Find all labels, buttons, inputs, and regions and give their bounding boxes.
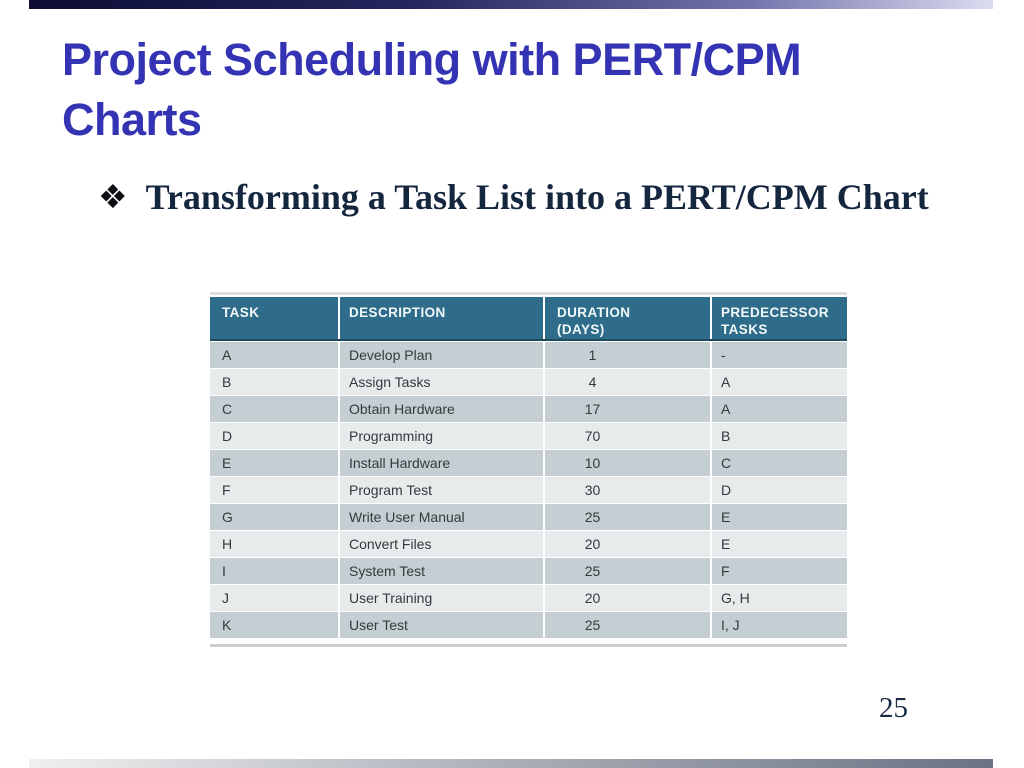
task-table: TASK DESCRIPTION DURATION (DAYS) PREDECE… [210,292,847,647]
cell-predecessors: I, J [712,612,847,638]
cell-description: Programming [340,423,543,449]
table-row: F Program Test 30 D [210,477,847,503]
table-body: A Develop Plan 1- B Assign Tasks 4 A C Obtain Ha… [210,342,847,638]
table-row: K User Test 25 I, J [210,612,847,638]
table-row: B Assign Tasks 4 A [210,369,847,395]
slide-title: Project Scheduling with PERT/CPM Charts [62,34,802,145]
cell-duration: 10 [545,450,710,476]
header-predecessor: PREDECESSOR TASKS [712,297,847,339]
cell-task: H [210,531,338,557]
table-row: G Write User Manual 25 E [210,504,847,530]
table-row: C Obtain Hardware 17 A [210,396,847,422]
table-row: H Convert Files 20 E [210,531,847,557]
cell-predecessors: E [712,504,847,530]
table-bottom-border [210,644,847,647]
cell-task: E [210,450,338,476]
cell-description: Develop Plan [340,342,543,368]
header-task: TASK [210,297,338,339]
cell-predecessors: A [712,369,847,395]
bottom-border-bar [29,759,993,768]
cell-task: D [210,423,338,449]
cell-predecessors: D [712,477,847,503]
cell-description: Obtain Hardware [340,396,543,422]
cell-duration: 1 [545,342,710,368]
table-row: I System Test 25 F [210,558,847,584]
cell-duration: 20 [545,531,710,557]
cell-duration: 17 [545,396,710,422]
diamond-bullet-icon: ❖ [98,177,128,216]
cell-description: Assign Tasks [340,369,543,395]
cell-task: G [210,504,338,530]
bullet-text: Transforming a Task List into a PERT/CPM… [145,177,929,217]
cell-duration: 20 [545,585,710,611]
top-border-bar [29,0,993,9]
cell-description: User Training [340,585,543,611]
cell-predecessors: F [712,558,847,584]
cell-duration: 70 [545,423,710,449]
table-row: E Install Hardware 10 C [210,450,847,476]
cell-description: Install Hardware [340,450,543,476]
cell-description: Write User Manual [340,504,543,530]
table-top-border [210,292,847,295]
cell-task: A [210,342,338,368]
table-row: J User Training 20 G, H [210,585,847,611]
cell-task: F [210,477,338,503]
bullet-item: ❖ Transforming a Task List into a PERT/C… [98,174,936,221]
slide-page-number: 25 [879,692,908,724]
cell-predecessors: A [712,396,847,422]
cell-task: K [210,612,338,638]
table-row: D Programming 70 B [210,423,847,449]
cell-predecessors: E [712,531,847,557]
cell-duration: 25 [545,558,710,584]
cell-description: Program Test [340,477,543,503]
cell-task: J [210,585,338,611]
cell-description: Convert Files [340,531,543,557]
cell-predecessors: G, H [712,585,847,611]
cell-task: I [210,558,338,584]
cell-task: B [210,369,338,395]
cell-description: System Test [340,558,543,584]
cell-task: C [210,396,338,422]
table-header-row: TASK DESCRIPTION DURATION (DAYS) PREDECE… [210,297,847,341]
cell-predecessors: C [712,450,847,476]
cell-duration: 4 [545,369,710,395]
cell-duration: 25 [545,504,710,530]
cell-predecessors: - [712,342,847,368]
table-row: A Develop Plan 1- [210,342,847,368]
cell-duration: 25 [545,612,710,638]
header-duration: DURATION (DAYS) [545,297,710,339]
cell-description: User Test [340,612,543,638]
cell-duration: 30 [545,477,710,503]
cell-predecessors: B [712,423,847,449]
header-description: DESCRIPTION [340,297,543,339]
